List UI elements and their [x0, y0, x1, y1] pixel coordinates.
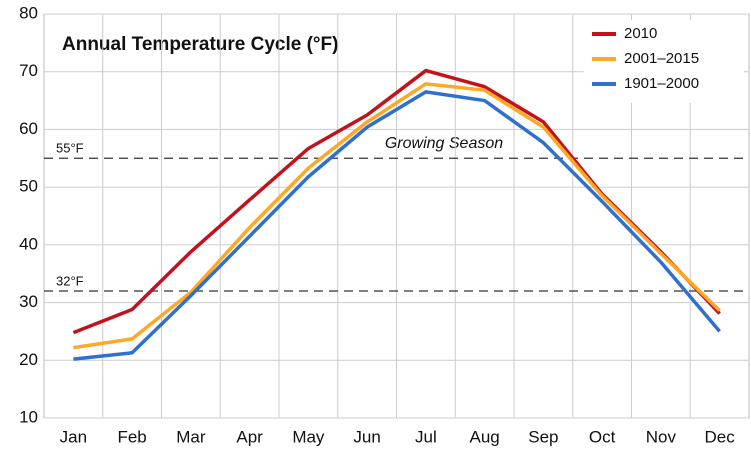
x-tick-label: Jun: [353, 427, 380, 446]
series-line: [73, 82, 721, 350]
chart-title: Annual Temperature Cycle (°F): [62, 34, 338, 55]
legend-label: 1901–2000: [624, 75, 699, 92]
x-tick-label: Nov: [646, 427, 677, 446]
x-tick-label: Mar: [176, 427, 206, 446]
x-tick-label: May: [292, 427, 325, 446]
annotation: Growing Season: [385, 135, 503, 152]
y-tick-label: 50: [19, 177, 38, 196]
series-line: [73, 90, 721, 361]
y-tick-label: 80: [19, 3, 38, 22]
x-tick-label: Dec: [705, 427, 736, 446]
y-tick-label: 30: [19, 292, 38, 311]
x-tick-label: Aug: [470, 427, 500, 446]
y-tick-label: 10: [19, 407, 38, 426]
reference-label: 55°F: [56, 141, 84, 156]
legend-label: 2010: [624, 25, 657, 42]
y-tick-label: 60: [19, 119, 38, 138]
x-tick-label: Jan: [60, 427, 87, 446]
y-tick-label: 40: [19, 234, 38, 253]
x-tick-label: Oct: [589, 427, 616, 446]
x-tick-label: Jul: [415, 427, 437, 446]
y-tick-label: 20: [19, 350, 38, 369]
legend-label: 2001–2015: [624, 50, 699, 67]
x-tick-label: Apr: [236, 427, 263, 446]
x-tick-label: Sep: [528, 427, 558, 446]
reference-label: 32°F: [56, 273, 84, 288]
x-tick-label: Feb: [117, 427, 146, 446]
y-tick-label: 70: [19, 61, 38, 80]
